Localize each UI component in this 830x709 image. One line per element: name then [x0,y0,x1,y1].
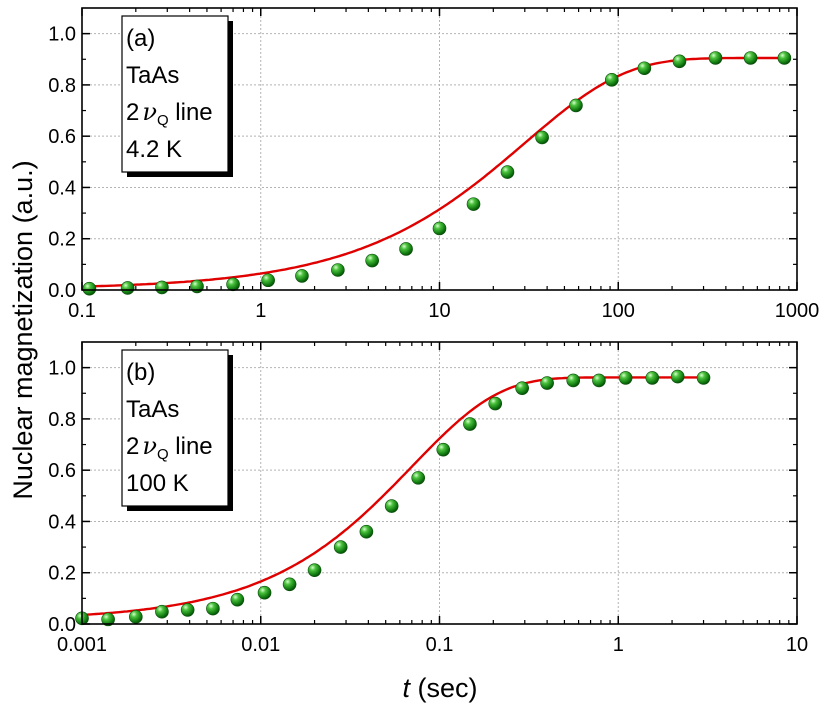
line-label-suffix: line [169,99,213,126]
annotation-box [121,15,229,173]
x-tick-label: 0.01 [241,634,280,656]
data-point [120,281,135,295]
y-tick-label: 1.0 [48,358,76,380]
y-tick-label: 0.4 [48,177,76,199]
data-point [155,280,169,295]
data-point [226,277,240,292]
nu-subscript: Q [157,446,169,463]
y-tick-label: 0.2 [48,563,76,585]
data-point [82,281,97,296]
data-point [777,51,792,65]
data-point [101,612,115,627]
data-point [180,603,195,617]
data-point [359,524,374,539]
data-point [618,371,633,385]
x-tick-label: 1000 [775,300,820,322]
plot-frame [81,341,798,625]
y-tick-label: 0.0 [48,614,76,636]
panel-label: (b) [126,359,155,386]
data-point [488,396,503,411]
line-label-prefix: 2 [126,433,139,460]
data-point [155,604,169,619]
x-tick-label: 1 [255,300,266,322]
data-point [282,577,297,592]
data-point [540,376,554,390]
x-axis-label-unit: (sec) [410,673,478,703]
data-point [672,54,687,69]
y-tick-label: 0.6 [48,460,76,482]
y-tick-label: 0.6 [48,126,76,148]
data-point [743,51,758,65]
data-point [257,585,272,600]
data-point [399,242,413,256]
y-tick-label: 0.8 [48,409,76,431]
sample-label: TaAs [126,396,179,423]
nu-symbol: ν [142,98,157,126]
data-point [535,130,549,145]
y-axis-label: Nuclear magnetization (a.u.) [8,160,38,499]
data-point [261,273,275,288]
data-point [436,442,451,457]
x-tick-label: 10 [786,634,808,656]
data-point [637,61,652,76]
data-point [670,369,685,384]
data-point [569,98,583,113]
data-point [500,165,515,179]
data-point [645,371,660,385]
line-label-prefix: 2 [126,99,139,126]
data-point [696,371,711,385]
data-point [295,269,309,283]
panel-a: 0.1 1 10 100 1000 0.0 0.2 0.4 0.6 0.8 1.0 (a) TaAs 2 ν… [48,7,820,322]
data-point [411,471,425,485]
nu-symbol: ν [142,432,157,460]
data-point [331,263,345,277]
y-tick-label: 0.2 [48,229,76,251]
x-axis-label: t (sec) [402,673,477,703]
sample-label: TaAs [126,62,179,89]
panel-label: (a) [126,25,155,52]
line-label-suffix: line [169,433,213,460]
y-tick-label: 1.0 [48,24,76,46]
y-tick-label: 0.0 [48,280,76,302]
data-point [307,563,322,577]
data-point [333,540,348,554]
data-point [230,592,245,607]
data-point [466,197,481,211]
temperature-label: 100 K [126,470,189,497]
data-point [604,72,619,87]
data-point [365,253,379,268]
x-tick-label: 0.001 [57,634,107,656]
data-point [708,51,723,65]
data-point [463,417,477,431]
data-point [190,279,204,294]
x-axis-label-variable: t [402,673,411,703]
data-point [515,381,529,395]
data-point [129,610,143,624]
line-label: 2 νQ line [126,432,213,463]
x-tick-label: 10 [428,300,450,322]
temperature-label: 4.2 K [126,136,182,163]
x-tick-label: 0.1 [68,300,96,322]
nu-subscript: Q [157,112,169,129]
panel-b: 0.001 0.01 0.1 1 10 0.0 0.2 0.4 0.6 0.8 1.0 (b) TaAs… [48,341,808,656]
data-point [566,373,581,388]
data-point [206,601,220,616]
x-tick-label: 0.1 [426,634,454,656]
y-tick-label: 0.8 [48,75,76,97]
x-tick-label: 100 [602,300,635,322]
line-label: 2 νQ line [126,98,213,129]
data-point [592,373,606,388]
data-point [432,221,447,236]
plot-frame [81,7,798,291]
y-tick-label: 0.4 [48,511,76,533]
x-tick-label: 1 [613,634,624,656]
annotation-box [121,349,229,507]
data-point [384,499,399,513]
fit-curve [89,56,785,288]
